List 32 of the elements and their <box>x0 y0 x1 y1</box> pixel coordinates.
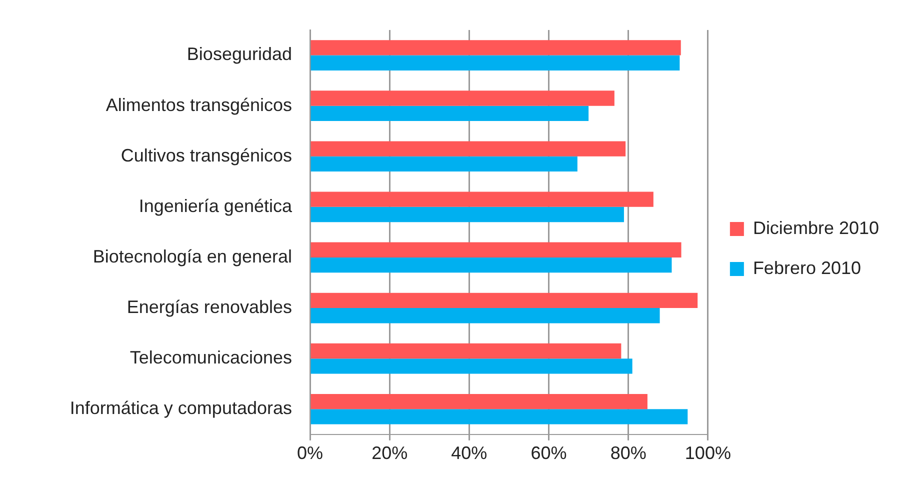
x-tick-label: 60% <box>530 443 567 464</box>
x-tick-label: 40% <box>451 443 488 464</box>
bar <box>310 308 660 324</box>
y-tick-label: Cultivos transgénicos <box>120 145 292 166</box>
bar <box>310 156 578 172</box>
y-tick-label: Informática y computadoras <box>70 398 292 418</box>
x-tick-label: 100% <box>684 443 731 464</box>
y-tick-label: Telecomunicaciones <box>130 348 292 368</box>
y-tick-label: Bioseguridad <box>186 44 292 64</box>
bar <box>310 358 632 374</box>
bar <box>310 409 688 424</box>
bar <box>310 40 681 56</box>
y-tick-label: Alimentos transgénicos <box>106 94 292 115</box>
bar <box>310 242 682 258</box>
bar <box>310 192 654 207</box>
bar <box>310 394 648 410</box>
bar <box>310 141 626 156</box>
bar <box>310 257 672 273</box>
y-tick-label: Ingeniería genética <box>138 196 293 216</box>
y-tick-label: Biotecnología en general <box>92 246 292 266</box>
bar <box>310 90 614 106</box>
y-tick-label: Energías renovables <box>126 296 292 317</box>
bar <box>310 55 680 70</box>
x-tick-label: 0% <box>296 443 324 464</box>
bar <box>310 106 589 121</box>
bar <box>310 206 624 222</box>
x-tick-label: 20% <box>372 443 408 464</box>
legend-label: Diciembre 2010 <box>752 218 879 238</box>
bar <box>310 343 622 359</box>
x-tick-label: 80% <box>610 443 646 464</box>
legend-label: Febrero 2010 <box>752 258 862 278</box>
bar <box>310 292 698 308</box>
